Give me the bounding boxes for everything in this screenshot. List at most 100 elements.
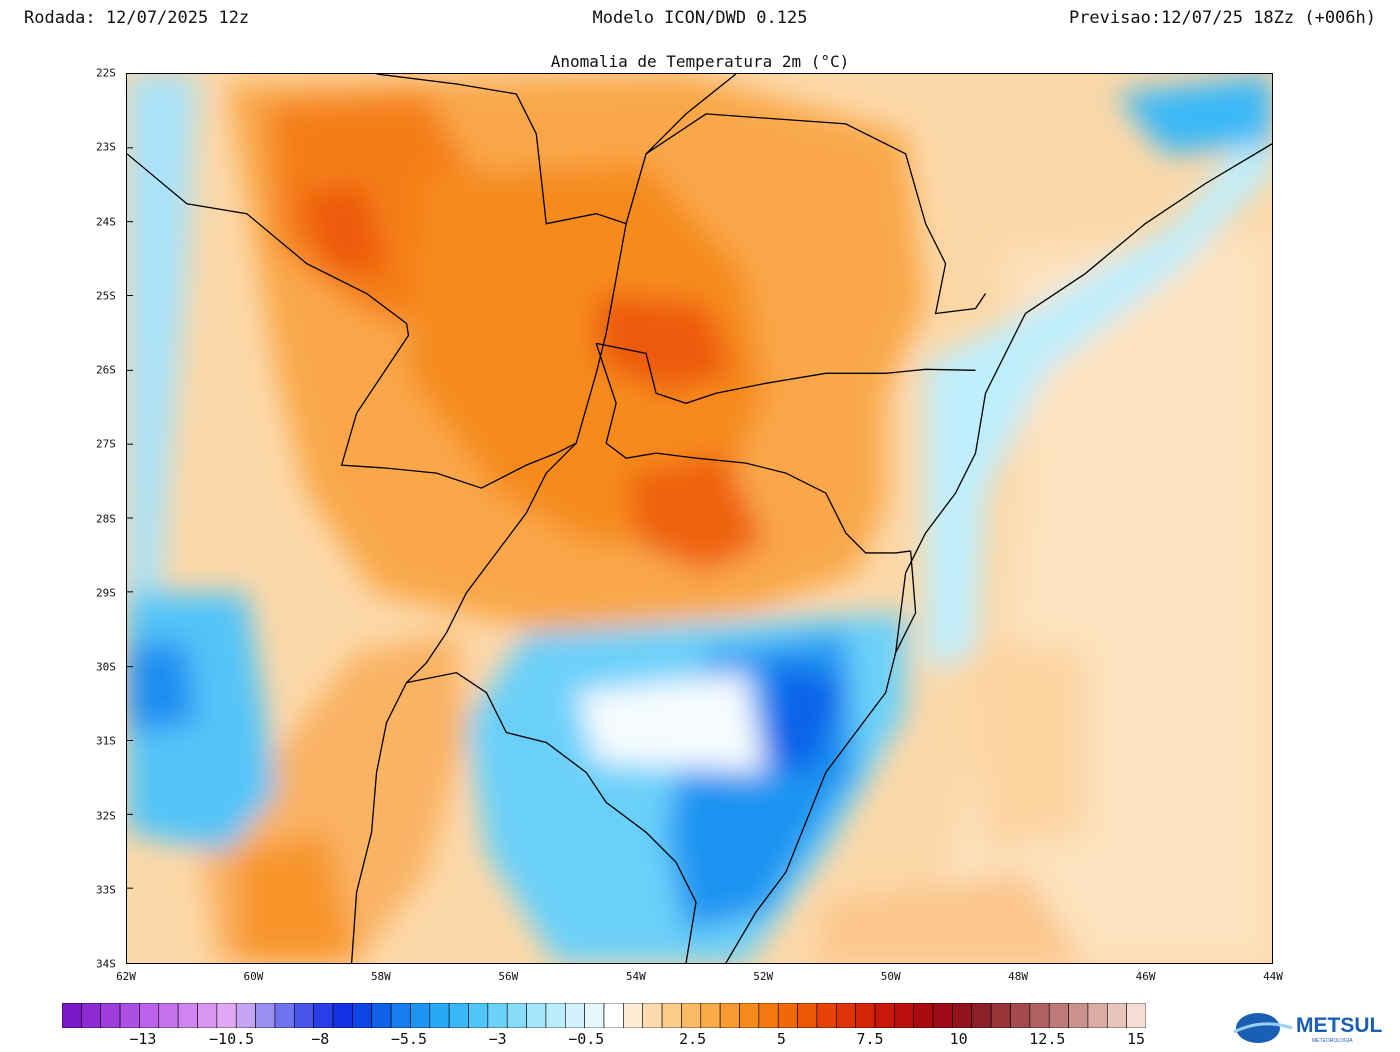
- colorbar-swatch: [758, 1003, 779, 1028]
- lon-label: 48W: [1008, 970, 1029, 983]
- colorbar-swatch: [545, 1003, 566, 1028]
- lat-label: 32S: [96, 809, 116, 822]
- model-name: Modelo ICON/DWD 0.125: [592, 8, 808, 28]
- colorbar-swatch: [1029, 1003, 1050, 1028]
- lat-label: 24S: [96, 215, 116, 228]
- colorbar-swatch: [681, 1003, 702, 1028]
- lat-label: 23S: [96, 140, 116, 154]
- colorbar-swatch: [932, 1003, 953, 1028]
- colorbar-swatch: [1068, 1003, 1089, 1028]
- boundary-7: [406, 671, 697, 963]
- logo-swoosh: [1233, 1022, 1293, 1034]
- colorbar-swatch: [235, 1003, 256, 1028]
- lon-label: 44W: [1263, 970, 1283, 983]
- cold-south-white: [576, 672, 766, 773]
- colorbar-swatch: [952, 1003, 973, 1028]
- colorbar-swatch: [177, 1003, 198, 1028]
- ocean-warm-patch: [965, 632, 1086, 853]
- colorbar-label: 15: [1126, 1030, 1146, 1048]
- colorbar-label: −5.5: [390, 1030, 427, 1048]
- colorbar-swatch: [1048, 1003, 1069, 1028]
- colorbar-swatch: [158, 1003, 179, 1028]
- lon-label: 46W: [1135, 970, 1156, 983]
- colorbar-swatch: [410, 1003, 431, 1028]
- colorbar-swatch: [448, 1003, 469, 1028]
- colorbar-swatch: [719, 1003, 740, 1028]
- colorbar-swatch: [255, 1003, 276, 1028]
- lon-label: 54W: [625, 970, 646, 983]
- run-time: Rodada: 12/07/2025 12z: [24, 8, 250, 28]
- cold-west-core: [127, 642, 197, 733]
- warm-bottom-right: [815, 872, 1086, 963]
- colorbar-swatch: [1010, 1003, 1031, 1028]
- colorbar-label: 12.5: [1029, 1030, 1066, 1048]
- colorbar-label: 2.5: [679, 1030, 707, 1048]
- colorbar-label: 10: [949, 1030, 968, 1048]
- boundary-1: [127, 74, 737, 489]
- boundary-2: [376, 74, 627, 225]
- colorbar-swatch: [139, 1003, 160, 1028]
- lat-label: 31S: [96, 734, 116, 748]
- lat-label: 26S: [96, 363, 116, 377]
- colorbar-swatch: [564, 1003, 585, 1028]
- colorbar-swatch: [739, 1003, 760, 1028]
- colorbar-swatch: [429, 1003, 450, 1028]
- warm-core-center: [406, 163, 766, 543]
- colorbar-label: −3: [488, 1030, 507, 1048]
- colorbar-swatch: [526, 1003, 547, 1028]
- colorbar-swatch: [197, 1003, 218, 1028]
- lon-label: 50W: [880, 970, 901, 983]
- colorbar-swatch: [371, 1003, 392, 1028]
- colorbar-label: −13: [129, 1030, 157, 1048]
- colorbar-swatch: [390, 1003, 411, 1028]
- anomaly-fields: [127, 74, 1272, 963]
- colorbar-swatch: [990, 1003, 1011, 1028]
- colorbar-swatch: [797, 1003, 818, 1028]
- boundary-lines: [127, 74, 1272, 963]
- logo-globe: [1236, 1013, 1280, 1043]
- colorbar-swatch: [62, 1003, 82, 1028]
- colorbar-swatch: [506, 1003, 527, 1028]
- coastline: [725, 143, 1272, 963]
- colorbar-swatch: [777, 1003, 798, 1028]
- colorbar-swatch: [332, 1003, 353, 1028]
- warm-hot-3: [296, 183, 387, 274]
- lat-label: 29S: [96, 586, 116, 600]
- colorbar-swatch: [971, 1003, 992, 1028]
- colorbar-swatch: [700, 1003, 721, 1028]
- colorbar-swatch: [487, 1003, 508, 1028]
- colorbar: [62, 1003, 1146, 1028]
- lon-label: 52W: [753, 970, 774, 983]
- metsul-logo: METSUL METEOROLOGIA: [1233, 1013, 1383, 1044]
- forecast-time: Previsao:12/07/25 18Zz (+006h): [1068, 8, 1376, 28]
- cold-ne-core: [1115, 74, 1272, 154]
- colorbar-label: 5: [776, 1030, 786, 1048]
- colorbar-swatch: [313, 1003, 334, 1028]
- boundary-5: [595, 343, 911, 554]
- colorbar-swatch: [855, 1003, 876, 1028]
- colorbar-swatch: [642, 1003, 663, 1028]
- lat-label: 25S: [96, 289, 116, 303]
- lon-label: 62W: [116, 970, 136, 983]
- map-title: Anomalia de Temperatura 2m (°C): [550, 52, 850, 71]
- colorbar-swatch: [603, 1003, 624, 1028]
- warm-core-sw: [236, 832, 357, 963]
- lon-label: 60W: [243, 970, 264, 983]
- colorbar-swatch: [468, 1003, 489, 1028]
- colorbar-swatch: [894, 1003, 915, 1028]
- cold-west-strip: [127, 74, 197, 673]
- colorbar-swatch: [816, 1003, 837, 1028]
- colorbar-label: 7.5: [856, 1030, 884, 1048]
- lat-label: 22S: [96, 66, 116, 80]
- colorbar-swatch: [623, 1003, 644, 1028]
- colorbar-label: −0.5: [568, 1030, 605, 1048]
- boundary-6: [350, 442, 577, 963]
- colorbar-swatch: [1087, 1003, 1108, 1028]
- colorbar-swatch: [352, 1003, 373, 1028]
- lat-label: 34S: [96, 957, 116, 971]
- colorbar-swatch: [1126, 1003, 1146, 1028]
- colorbar-swatch: [81, 1003, 102, 1028]
- lat-label: 33S: [96, 883, 116, 897]
- lon-label: 56W: [498, 970, 519, 983]
- colorbar-swatch: [661, 1003, 682, 1028]
